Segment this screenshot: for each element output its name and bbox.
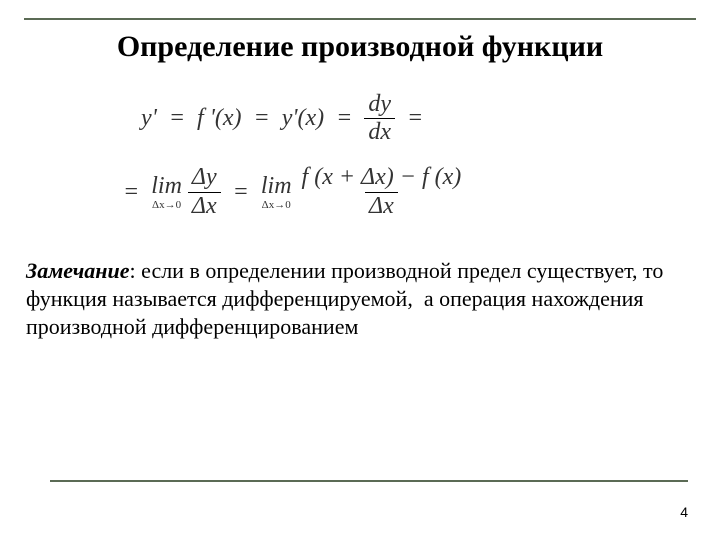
fraction-denominator: Δx (188, 192, 221, 219)
fraction-deltay-deltax: Δy Δx (188, 165, 221, 218)
limit-2: lim Δx→0 (261, 174, 292, 211)
limit-label: lim (261, 174, 292, 198)
top-rule (24, 18, 696, 20)
formula-line-2: = lim Δx→0 Δy Δx = lim Δx→0 f (x + Δx) −… (117, 165, 649, 218)
fraction-denominator: Δx (365, 192, 398, 219)
page-number: 4 (680, 504, 688, 520)
eq-sign: = (401, 105, 429, 132)
eq-sign: = (163, 105, 191, 132)
bottom-rule (50, 480, 688, 482)
note-paragraph: Замечание: если в определении производно… (24, 257, 696, 341)
formula-part-yprime: y'(x) (282, 105, 324, 132)
slide-title: Определение производной функции (24, 30, 696, 64)
formula-part-y: y' (141, 105, 157, 132)
eq-sign: = (330, 105, 358, 132)
eq-sign: = (247, 105, 275, 132)
eq-sign: = (117, 179, 145, 206)
eq-sign: = (227, 179, 255, 206)
fraction-dy-dx: dy dx (364, 92, 395, 145)
fraction-numerator: f (x + Δx) − f (x) (298, 165, 466, 191)
limit-label: lim (151, 174, 182, 198)
limit-subscript: Δx→0 (262, 200, 291, 211)
fraction-numerator: dy (364, 92, 395, 118)
slide-container: Определение производной функции y' = f '… (0, 0, 720, 540)
formula-part-fprime: f '(x) (197, 105, 241, 132)
fraction-numerator: Δy (188, 165, 221, 191)
fraction-difference-quotient: f (x + Δx) − f (x) Δx (298, 165, 466, 218)
note-label: Замечание (26, 258, 130, 283)
limit-1: lim Δx→0 (151, 174, 182, 211)
formula-line-1: y' = f '(x) = y'(x) = dy dx = (141, 92, 649, 145)
fraction-denominator: dx (364, 118, 395, 145)
limit-subscript: Δx→0 (152, 200, 181, 211)
formula-block: y' = f '(x) = y'(x) = dy dx = = lim Δx→0… (71, 92, 649, 219)
